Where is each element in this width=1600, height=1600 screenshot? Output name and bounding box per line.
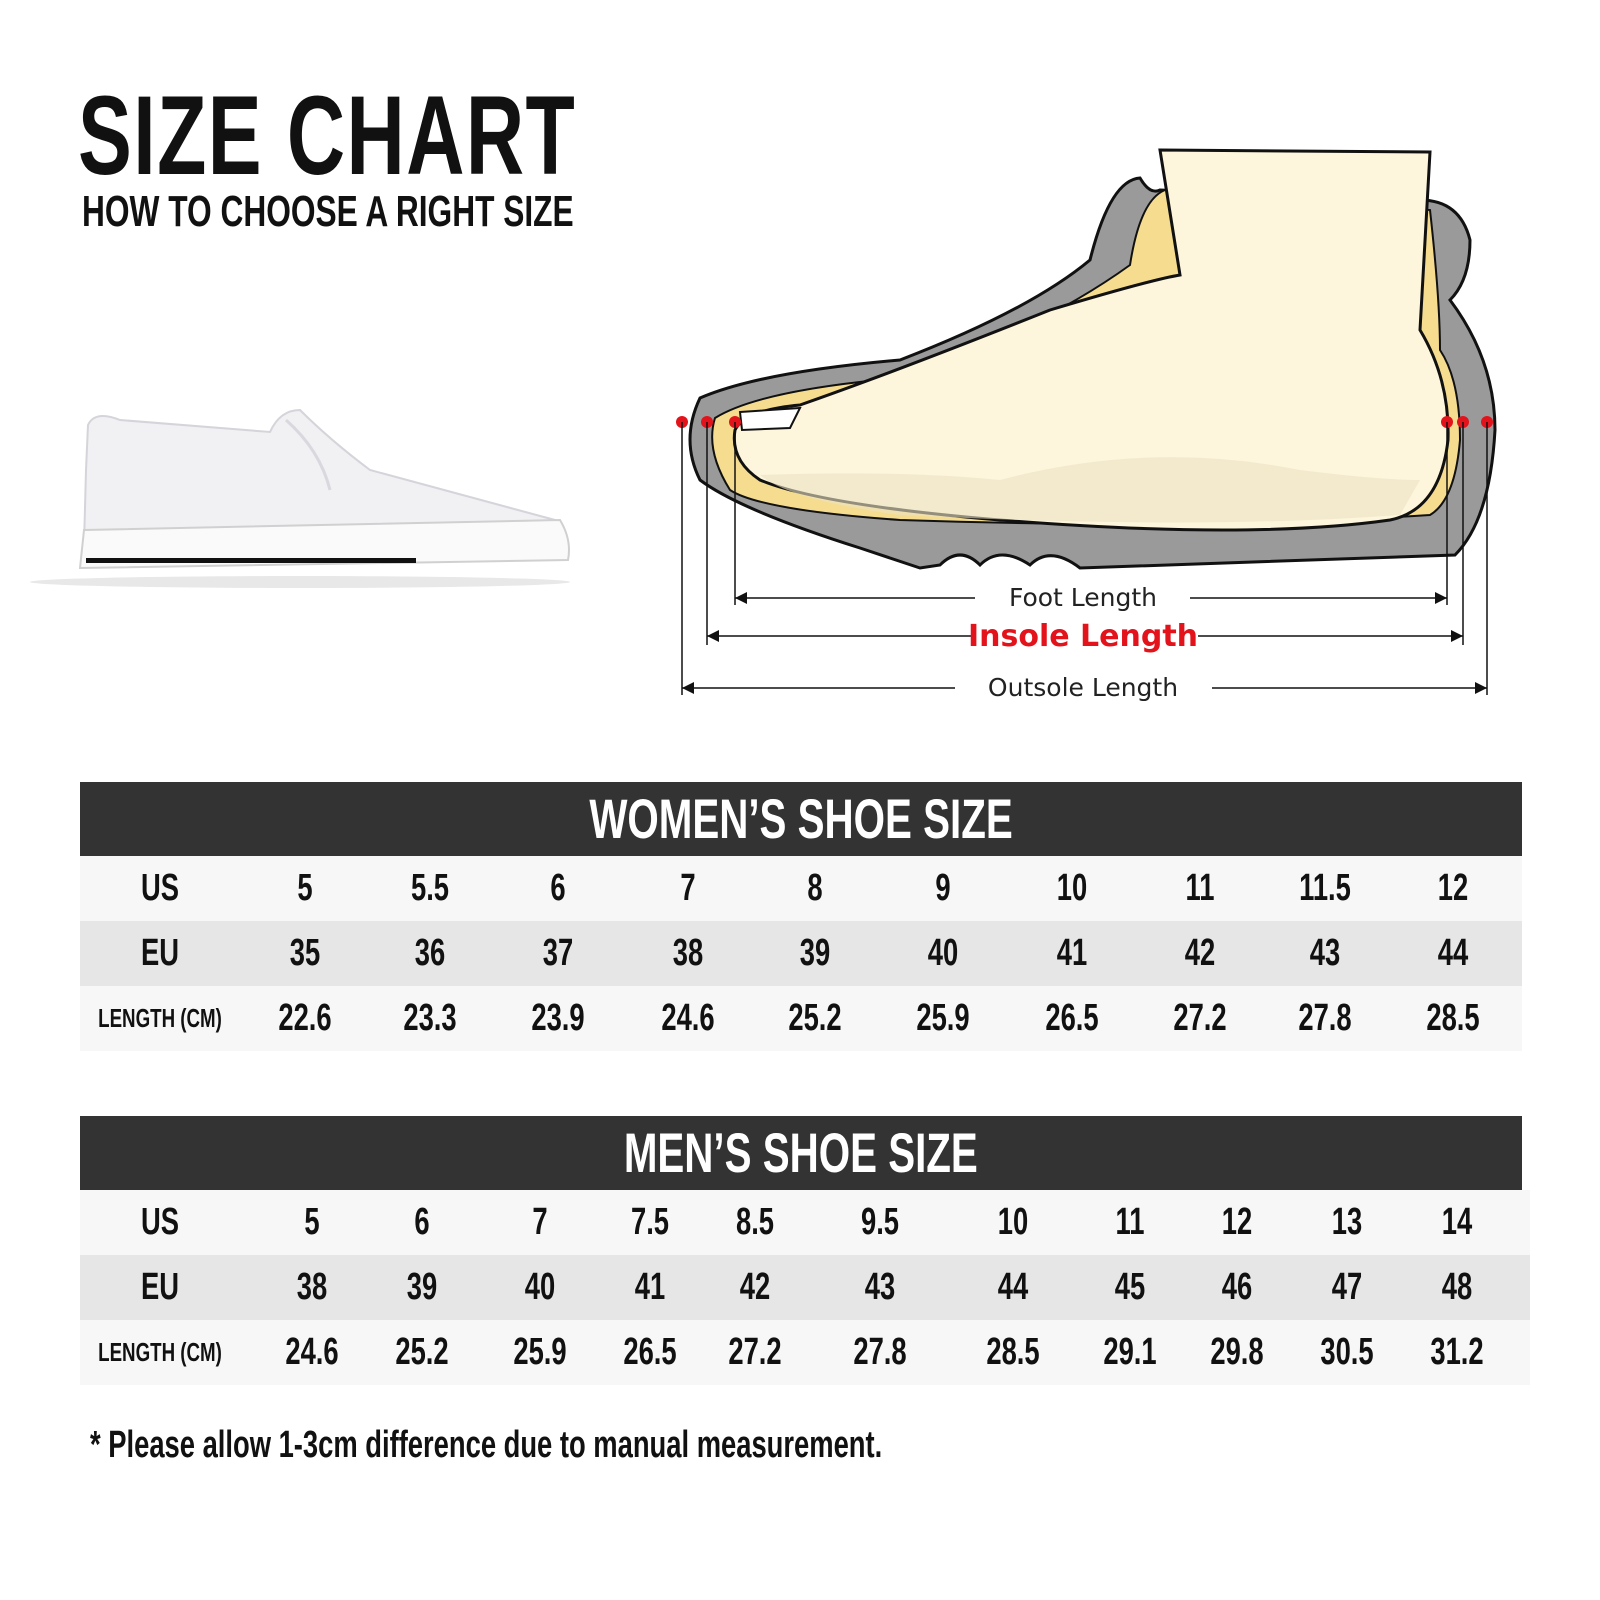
size-cell: 6 [414,1201,430,1243]
size-cell: 42 [739,1266,771,1308]
size-cell: 39 [406,1266,438,1308]
men-row-us: US 5 6 7 7.5 8.5 9.5 10 11 12 13 14 [80,1190,1530,1255]
size-cell: 25.9 [513,1331,567,1373]
size-cell: 35 [289,932,321,974]
size-cell: 9.5 [860,1201,900,1243]
row-label: EU [140,932,180,974]
size-cell: 27.8 [853,1331,907,1373]
size-cell: 5 [304,1201,320,1243]
size-cell: 7 [532,1201,548,1243]
size-cell: 27.2 [728,1331,782,1373]
page-title: SIZE CHART [78,73,577,198]
size-cell: 12 [1437,867,1469,909]
size-cell: 11.5 [1299,867,1351,909]
slip-on-shoe-image [30,408,570,588]
size-cell: 37 [542,932,574,974]
size-cell: 12 [1221,1201,1253,1243]
size-cell: 23.9 [531,997,585,1039]
size-cell: 11 [1115,1201,1145,1243]
womens-table-title: WOMEN’S SHOE SIZE [80,782,1522,856]
row-label: US [140,1201,180,1243]
row-label: LENGTH (CM) [98,1337,222,1367]
size-cell: 29.1 [1103,1331,1157,1373]
size-cell: 38 [672,932,704,974]
row-label: EU [140,1266,180,1308]
size-cell: 39 [799,932,831,974]
size-cell: 46 [1221,1266,1253,1308]
size-cell: 26.5 [623,1331,677,1373]
size-cell: 24.6 [661,997,715,1039]
outsole-length-label: Outsole Length [988,673,1178,702]
size-cell: 41 [634,1266,666,1308]
mens-table-title: MEN’S SHOE SIZE [80,1116,1522,1190]
size-cell: 48 [1441,1266,1473,1308]
size-cell: 7.5 [630,1201,670,1243]
size-cell: 23.3 [403,997,457,1039]
men-row-length: LENGTH (CM) 24.6 25.2 25.9 26.5 27.2 27.8 28.5 2… [80,1320,1530,1385]
foot-in-shoe-diagram: Foot Length Insole Length Outsole Length [676,148,1497,702]
measurement-note: * Please allow 1-3cm difference due to m… [90,1424,883,1466]
size-cell: 9 [935,867,951,909]
size-cell: 8.5 [735,1201,775,1243]
size-cell: 47 [1331,1266,1363,1308]
women-row-length: LENGTH (CM) 22.6 23.3 23.9 24.6 25.2 25.9 26.5 2… [80,986,1522,1051]
size-cell: 30.5 [1320,1331,1374,1373]
size-cell: 27.8 [1298,997,1352,1039]
size-cell: 28.5 [1426,997,1480,1039]
size-cell: 40 [927,932,959,974]
size-cell: 14 [1441,1201,1473,1243]
size-cell: 31.2 [1430,1331,1484,1373]
size-cell: 10 [1056,867,1088,909]
size-cell: 41 [1056,932,1088,974]
foot-length-label: Foot Length [1009,583,1157,612]
insole-length-label: Insole Length [968,619,1198,654]
shoe-illustrations: Foot Length Insole Length Outsole Length [30,148,1497,702]
size-cell: 6 [550,867,566,909]
size-cell: 8 [807,867,823,909]
size-cell: 13 [1331,1201,1363,1243]
size-cell: 22.6 [278,997,332,1039]
size-cell: 25.2 [395,1331,449,1373]
size-cell: 38 [296,1266,328,1308]
size-cell: 5.5 [410,867,450,909]
size-cell: 28.5 [986,1331,1040,1373]
size-cell: 11 [1185,867,1215,909]
size-cell: 24.6 [285,1331,339,1373]
size-cell: 26.5 [1045,997,1099,1039]
size-cell: 42 [1184,932,1216,974]
size-cell: 36 [414,932,446,974]
size-cell: 44 [997,1266,1029,1308]
size-cell: 43 [1309,932,1341,974]
size-cell: 40 [524,1266,556,1308]
size-cell: 27.2 [1173,997,1227,1039]
row-label: US [140,867,180,909]
size-cell: 5 [297,867,313,909]
men-row-eu: EU 38 39 40 41 42 43 44 45 46 47 48 [80,1255,1530,1320]
women-row-us: US 5 5.5 6 7 8 9 10 11 11.5 12 [80,856,1522,921]
size-cell: 44 [1437,932,1469,974]
size-cell: 29.8 [1210,1331,1264,1373]
page-subtitle: HOW TO CHOOSE A RIGHT SIZE [82,187,574,236]
womens-size-table: WOMEN’S SHOE SIZE US 5 5.5 6 7 8 9 10 11 11.5 12 EU… [80,782,1522,1051]
size-cell: 25.2 [788,997,842,1039]
size-cell: 10 [997,1201,1029,1243]
mens-size-table: MEN’S SHOE SIZE US 5 6 7 7.5 8.5 9.5 10 11 12 13 14… [80,1116,1530,1385]
women-row-eu: EU 35 36 37 38 39 40 41 42 43 44 [80,921,1522,986]
size-cell: 45 [1114,1266,1146,1308]
size-cell: 25.9 [916,997,970,1039]
size-cell: 7 [680,867,696,909]
row-label: LENGTH (CM) [98,1003,222,1033]
size-cell: 43 [864,1266,896,1308]
